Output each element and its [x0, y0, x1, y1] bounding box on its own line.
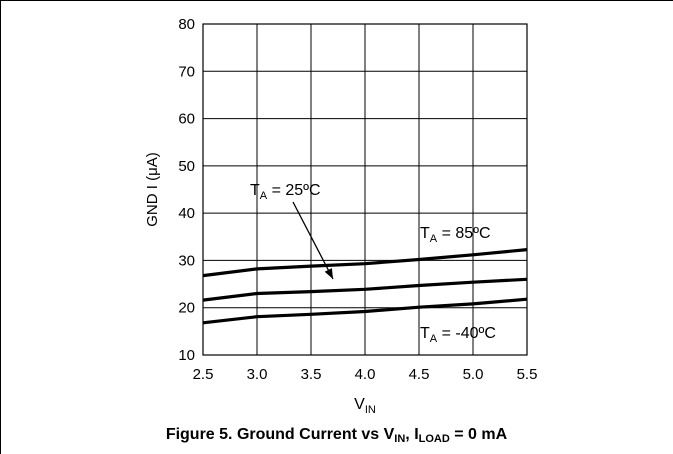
annotation-sub-t85: A — [430, 233, 438, 245]
x-tick-label-1: 3.0 — [247, 366, 268, 383]
annotation-rest-t25: = 25ºC — [267, 182, 320, 199]
x-tick-label-4: 4.5 — [409, 366, 430, 383]
caption-prefix: Figure 5. Ground Current vs V — [165, 426, 395, 443]
x-axis-label: VIN — [354, 396, 376, 416]
y-tick-label-6: 70 — [178, 63, 195, 80]
annotation-arrow-head — [324, 268, 333, 279]
y-tick-label-7: 80 — [178, 16, 195, 33]
annotation-rest-t85: = 85ºC — [437, 225, 490, 242]
y-tick-label-3: 40 — [178, 205, 195, 222]
y-tick-label-0: 10 — [178, 347, 195, 364]
annotation-arrow-line — [292, 201, 334, 280]
axis-labels: VIN GND I (μA) — [144, 152, 376, 416]
y-tick-label-4: 50 — [178, 158, 195, 175]
series-line-2 — [202, 297, 528, 325]
y-tick-label-2: 30 — [178, 252, 195, 269]
series-group — [202, 248, 528, 325]
x-tick-label-3: 4.0 — [355, 366, 376, 383]
x-tick-label-0: 2.5 — [193, 366, 214, 383]
caption-suffix: = 0 mA — [449, 426, 508, 443]
annotation-rest-tm40: = -40ºC — [437, 325, 496, 342]
caption-sub-load: LOAD — [418, 433, 450, 445]
annotation-t25: TA = 25ºC — [250, 182, 321, 202]
x-tick-label-2: 3.5 — [301, 366, 322, 383]
caption-sub-in: IN — [394, 433, 406, 445]
series-line-1 — [202, 277, 528, 302]
x-tick-label-6: 5.5 — [517, 366, 538, 383]
plot-frame — [202, 23, 528, 356]
annotation-tm40: TA = -40ºC — [420, 325, 496, 345]
caption-middle: , I — [405, 426, 419, 443]
y-tick-label-5: 60 — [178, 111, 195, 128]
y-tick-label-1: 20 — [178, 300, 195, 317]
annotation-sub-t25: A — [260, 190, 268, 202]
plot-border — [202, 23, 528, 356]
series-line-0 — [202, 248, 528, 278]
annotations: TA = 85ºC TA = 25ºC TA = -40ºC — [250, 182, 496, 345]
x-tick-label-5: 5.0 — [463, 366, 484, 383]
annotation-sub-tm40: A — [430, 333, 438, 345]
y-axis-label: GND I (μA) — [144, 152, 161, 226]
x-axis-label-sub: IN — [365, 404, 376, 416]
annotation-t85: TA = 85ºC — [420, 225, 491, 245]
figure-caption: Figure 5. Ground Current vs VIN, ILOAD =… — [0, 426, 673, 445]
x-tick-labels: 2.5 3.0 3.5 4.0 4.5 5.0 5.5 — [193, 366, 538, 383]
y-tick-labels: 10 20 30 40 50 60 70 80 — [178, 16, 195, 364]
